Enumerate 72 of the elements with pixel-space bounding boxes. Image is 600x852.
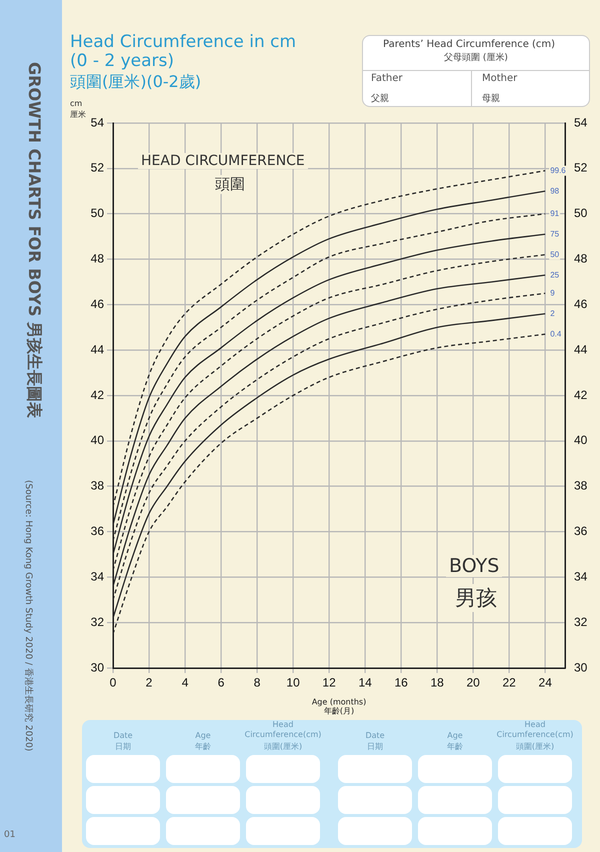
y2-tick-label: 46 xyxy=(574,296,588,311)
y2-tick-label: 42 xyxy=(574,388,588,402)
y-tick-label: 50 xyxy=(90,206,104,220)
x-tick-label: 6 xyxy=(218,676,225,690)
x-tick-label: 18 xyxy=(430,676,444,690)
x-tick-label: 22 xyxy=(502,676,516,690)
annotation: HEAD CIRCUMFERENCE xyxy=(141,153,305,169)
x-tick-label: 12 xyxy=(322,676,336,690)
series-label: 50 xyxy=(550,250,560,259)
x-axis-title: Age (months) 年齡(月) xyxy=(312,697,366,716)
y2-tick-label: 50 xyxy=(574,206,588,220)
y-tick-label: 44 xyxy=(90,342,104,356)
series-label: 0.4 xyxy=(550,329,562,338)
x-tick-label: 14 xyxy=(358,676,372,690)
y2-tick-label: 48 xyxy=(574,252,588,266)
y2-tick-label: 30 xyxy=(574,660,588,674)
text: Age xyxy=(195,731,211,740)
series-label: 25 xyxy=(550,270,560,280)
y2-tick-label: 36 xyxy=(574,524,588,538)
series-label: 2 xyxy=(550,308,556,318)
y2-tick-label: 40 xyxy=(574,433,588,448)
text: Head Circumference(cm) xyxy=(496,720,574,740)
text: 年齡 xyxy=(446,742,464,752)
series-label: 98 xyxy=(550,186,560,196)
x-tick-label: 16 xyxy=(394,676,408,690)
text: 日期 xyxy=(366,742,384,752)
annotation: BOYS xyxy=(449,555,500,577)
y2-tick-label: 44 xyxy=(574,342,588,356)
text: GROWTH CHARTS FOR BOYS 男孩生長圖表 xyxy=(25,62,44,418)
text: 年齡 xyxy=(194,742,212,752)
text: (Source: Hong Kong Growth Study 2020 / 香港生長研究 2020) xyxy=(23,480,33,752)
y-tick-label: 38 xyxy=(90,478,104,493)
text: 01 xyxy=(4,830,16,840)
text: Date xyxy=(364,731,386,741)
text: Head Circumference(cm) xyxy=(244,720,322,740)
chart-subtitle: 頭圍(厘米)(0-2歲) xyxy=(70,72,202,91)
y-tick-label: 34 xyxy=(90,569,104,584)
y-axis-title: cm 厘米 xyxy=(70,99,86,119)
annotation: 男孩 xyxy=(455,586,497,610)
x-tick-label: 4 xyxy=(182,676,189,690)
series-label: 75 xyxy=(550,229,560,238)
parents-form: Parents’ Head Circumference (cm) 父母頭圍 (厘米) Father 父親 Mother 母親 xyxy=(362,35,590,107)
chart-title: Head Circumference in cm (0 - 2 years) xyxy=(70,32,296,71)
y2-tick-label: 38 xyxy=(574,478,588,493)
y-tick-label: 48 xyxy=(90,252,104,266)
y-tick-label: 36 xyxy=(90,524,104,538)
y2-tick-label: 34 xyxy=(574,569,588,584)
series-label: 91 xyxy=(550,209,560,218)
x-tick-label: 2 xyxy=(146,676,153,690)
text: Date xyxy=(112,731,134,741)
x-tick-label: 24 xyxy=(538,676,552,690)
text: 頭圍(厘米) xyxy=(514,742,556,752)
y-tick-label: 52 xyxy=(90,160,104,175)
y-tick-label: 32 xyxy=(90,614,104,629)
annotation: 頭圍 xyxy=(215,175,245,193)
y-tick-label: 42 xyxy=(90,388,104,402)
x-tick-label: 0 xyxy=(110,676,117,690)
y2-tick-label: 32 xyxy=(574,614,588,629)
y-tick-label: 54 xyxy=(90,115,104,130)
y-tick-label: 46 xyxy=(90,296,104,311)
y2-tick-label: 54 xyxy=(574,115,588,130)
series-label: 9 xyxy=(550,288,556,298)
x-tick-label: 20 xyxy=(466,676,480,690)
series-label: 99.6 xyxy=(550,166,566,175)
x-tick-label: 8 xyxy=(254,676,261,690)
text: Age xyxy=(447,731,463,740)
text: 頭圍(厘米) xyxy=(262,742,304,752)
y-tick-label: 30 xyxy=(90,660,104,674)
y2-tick-label: 52 xyxy=(574,160,588,175)
x-tick-label: 10 xyxy=(286,676,300,690)
y-tick-label: 40 xyxy=(90,433,104,448)
text: 日期 xyxy=(114,742,132,752)
